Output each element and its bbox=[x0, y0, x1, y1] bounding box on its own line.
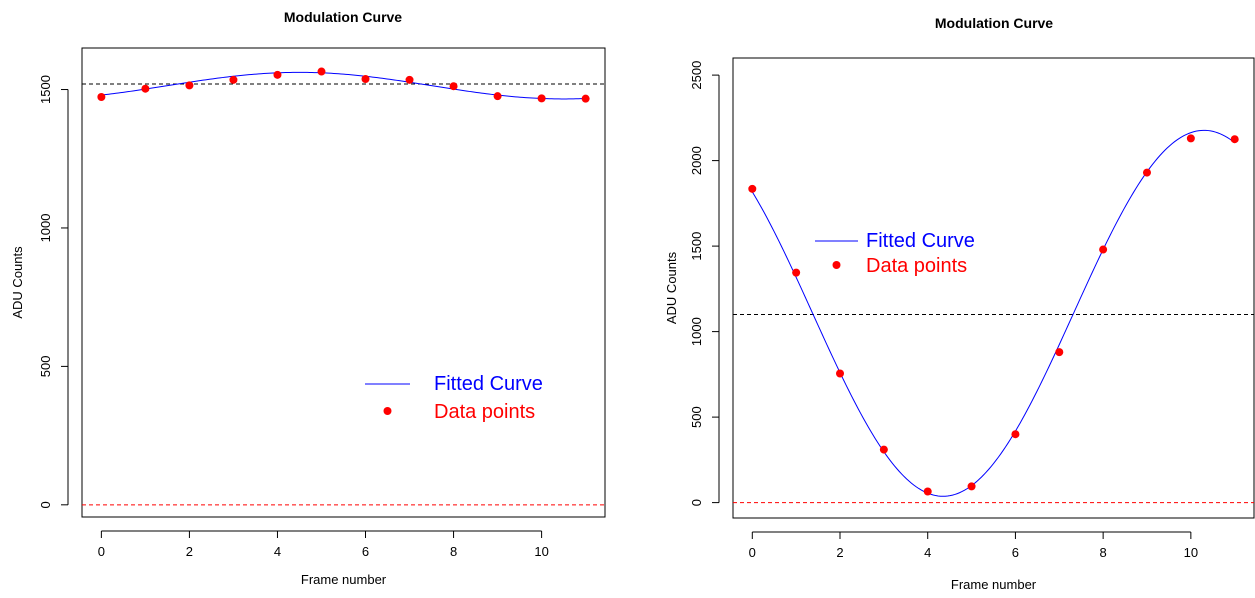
x-tick-label: 8 bbox=[1100, 545, 1107, 560]
x-axis-label: Frame number bbox=[951, 577, 1037, 592]
y-tick-label: 0 bbox=[689, 499, 704, 506]
y-tick-label: 1500 bbox=[38, 75, 53, 104]
data-point bbox=[1099, 245, 1108, 254]
legend-entry-fitted: Fitted Curve bbox=[866, 230, 975, 252]
data-point bbox=[449, 82, 458, 91]
plot-frame bbox=[732, 57, 1255, 519]
chart-2: Modulation Curve 0 2 4 6 8 10 0 500 1000 1500 2000 2… bbox=[664, 15, 1255, 592]
data-point bbox=[923, 487, 932, 496]
data-point bbox=[141, 84, 150, 93]
data-point bbox=[792, 268, 801, 277]
chart-title: Modulation Curve bbox=[935, 15, 1053, 31]
y-tick-label: 1000 bbox=[38, 213, 53, 242]
x-tick-label: 4 bbox=[274, 544, 281, 559]
x-axis-label: Frame number bbox=[301, 572, 387, 587]
data-point bbox=[1055, 348, 1064, 357]
y-axis-label: ADU Counts bbox=[664, 251, 679, 324]
data-point bbox=[361, 75, 370, 84]
x-tick-label: 0 bbox=[98, 544, 105, 559]
data-point bbox=[405, 75, 414, 84]
data-point bbox=[185, 81, 194, 90]
fitted-curve-line bbox=[751, 129, 1236, 497]
y-tick-label: 1000 bbox=[689, 317, 704, 346]
data-point bbox=[1011, 430, 1020, 439]
plot-frame bbox=[81, 47, 606, 518]
data-point bbox=[581, 94, 590, 103]
x-tick-label: 0 bbox=[749, 545, 756, 560]
data-point bbox=[317, 67, 326, 76]
data-point bbox=[1186, 134, 1195, 143]
x-tick-label: 8 bbox=[450, 544, 457, 559]
data-point bbox=[1230, 135, 1239, 144]
data-point bbox=[229, 75, 238, 84]
y-tick-label: 1500 bbox=[689, 232, 704, 261]
fitted-curve-line bbox=[101, 71, 586, 100]
data-point bbox=[537, 94, 546, 103]
x-tick-label: 10 bbox=[534, 544, 548, 559]
x-tick-label: 6 bbox=[362, 544, 369, 559]
data-point bbox=[1142, 168, 1151, 177]
legend-entry-fitted: Fitted Curve bbox=[434, 373, 543, 395]
x-tick-label: 6 bbox=[1012, 545, 1019, 560]
x-tick-label: 4 bbox=[924, 545, 931, 560]
data-point bbox=[748, 184, 757, 193]
x-tick-label: 2 bbox=[186, 544, 193, 559]
chart-1: Modulation Curve 0 2 4 6 8 10 0 500 1000 1500 Frame… bbox=[10, 9, 606, 587]
data-point bbox=[879, 445, 888, 454]
legend-point-icon bbox=[832, 261, 841, 269]
data-point bbox=[97, 93, 106, 102]
y-tick-label: 2000 bbox=[689, 146, 704, 175]
y-tick-label: 500 bbox=[38, 356, 53, 378]
legend-entry-data: Data points bbox=[866, 255, 967, 277]
data-point bbox=[967, 482, 976, 491]
legend-entry-data: Data points bbox=[434, 401, 535, 423]
legend-point-icon bbox=[383, 407, 392, 415]
data-point bbox=[273, 70, 282, 79]
x-tick-label: 2 bbox=[836, 545, 843, 560]
chart-title: Modulation Curve bbox=[284, 9, 402, 25]
data-point bbox=[836, 369, 845, 378]
y-tick-label: 500 bbox=[689, 406, 704, 428]
y-tick-label: 2500 bbox=[689, 61, 704, 90]
y-axis-label: ADU Counts bbox=[10, 246, 25, 319]
y-tick-label: 0 bbox=[38, 501, 53, 508]
data-point bbox=[493, 92, 502, 101]
x-tick-label: 10 bbox=[1184, 545, 1198, 560]
